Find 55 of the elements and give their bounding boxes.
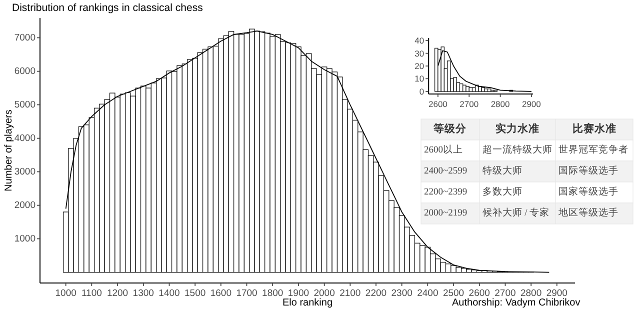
y-tick-label: 4000 (14, 132, 36, 144)
text: 候补大师 / 专家 (482, 208, 550, 218)
text: 世界冠军竞争者 (558, 146, 629, 156)
category-label: 比赛水准 (572, 122, 616, 135)
x-tick-label: 2300 (391, 288, 412, 299)
y-tick-label: 1000 (14, 233, 36, 244)
y-tick-label: 3000 (14, 166, 36, 178)
text: 2000~2199 (424, 208, 468, 218)
x-tick-label: 2500 (442, 288, 464, 299)
x-tick-label: 1100 (81, 288, 102, 299)
y-tick-label: 20 (414, 61, 424, 71)
text: 超一流特级大师 (482, 146, 552, 156)
y-tick-label: 10 (414, 74, 424, 84)
text: 地区等级选手 (558, 208, 619, 218)
chart-title: Distribution of rankings in classical chess (12, 2, 203, 14)
text: 2600以上 (424, 146, 463, 156)
text: Authorship: Vadym Chibrikov (452, 298, 580, 308)
x-tick-label: 1000 (55, 288, 76, 299)
x-tick-label: 1700 (236, 288, 258, 299)
x-tick-label: 2600 (428, 98, 448, 109)
x-tick-label: 2800 (520, 288, 542, 299)
y-tick-label: 30 (414, 48, 424, 58)
x-tick-label: 1300 (132, 288, 154, 299)
x-tick-label: 1800 (262, 288, 284, 299)
x-tick-label: 2600 (468, 288, 490, 299)
x-tick-label: 2700 (460, 98, 479, 109)
text: 国家等级选手 (558, 188, 619, 198)
text: 2400~2599 (424, 166, 468, 176)
y-tick-label: 6000 (14, 66, 36, 77)
y-tick-label: 5000 (14, 99, 36, 110)
x-tick-label: 1600 (210, 288, 232, 299)
x-tick-label: 2700 (494, 288, 516, 299)
text: 国际等级选手 (558, 166, 619, 176)
x-tick-label: 2900 (522, 98, 542, 109)
y-axis-title: Number of players (4, 110, 14, 192)
y-tick-label: 0 (419, 86, 424, 96)
x-tick-label: 1400 (158, 288, 180, 299)
x-tick-label: 2900 (546, 288, 568, 299)
y-tick-label: 7000 (14, 32, 36, 44)
x-tick-label: 2100 (340, 288, 361, 299)
y-tick-label: 2000 (14, 200, 36, 211)
y-tick-label: 40 (414, 36, 424, 46)
text: 特级大师 (482, 166, 522, 176)
x-tick-label: 1500 (184, 288, 206, 299)
text: 多数大师 (482, 188, 522, 198)
x-tick-label: 2400 (417, 288, 438, 299)
category-label: 等级分 (432, 122, 468, 135)
x-tick-label: 1200 (106, 288, 128, 299)
x-axis-title: Elo ranking (282, 298, 333, 308)
x-tick-label: 2800 (490, 98, 510, 109)
category-label: 实力水准 (495, 122, 540, 135)
x-tick-label: 2200 (365, 288, 387, 299)
text: 2200~2399 (424, 188, 468, 198)
x-tick-label: 2000 (314, 288, 335, 299)
x-tick-label: 1900 (288, 288, 310, 299)
